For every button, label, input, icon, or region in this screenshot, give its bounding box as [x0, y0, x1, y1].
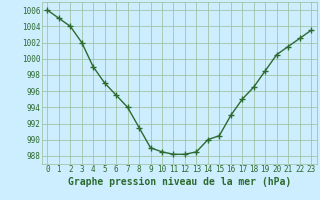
X-axis label: Graphe pression niveau de la mer (hPa): Graphe pression niveau de la mer (hPa) [68, 177, 291, 187]
